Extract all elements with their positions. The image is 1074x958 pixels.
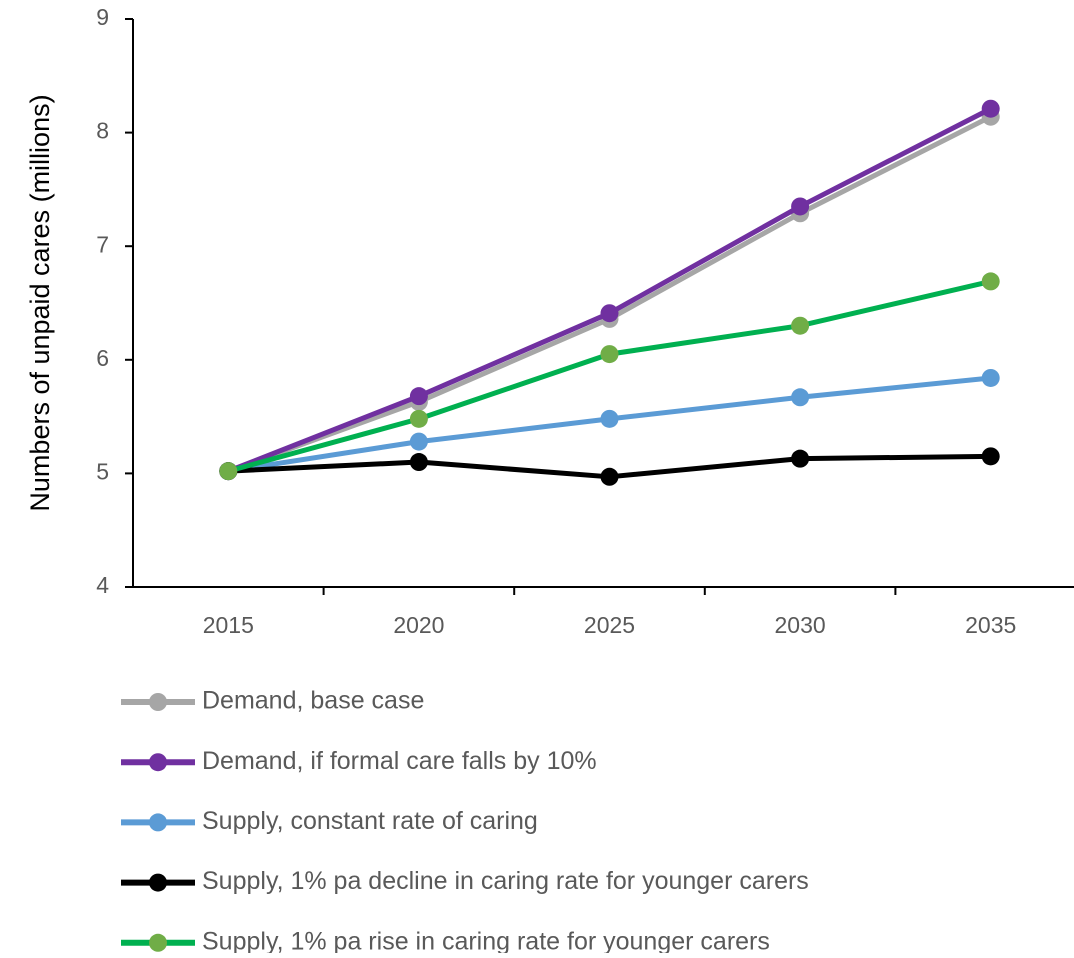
x-tick-label: 2020: [393, 612, 444, 638]
y-tick-label: 9: [96, 4, 109, 30]
legend-label: Supply, 1% pa rise in caring rate for yo…: [202, 927, 770, 953]
x-tick-label: 2030: [775, 612, 826, 638]
legend-marker: [149, 753, 167, 772]
legend-marker: [149, 873, 167, 892]
data-point: [409, 453, 428, 472]
data-point: [409, 409, 428, 428]
data-point: [981, 368, 1000, 387]
data-point: [791, 449, 810, 468]
data-point: [791, 388, 810, 407]
y-tick-label: 8: [96, 118, 109, 144]
y-tick-label: 6: [96, 345, 109, 371]
data-point: [219, 462, 238, 481]
y-tick-label: 5: [96, 458, 109, 484]
data-point: [600, 409, 619, 428]
legend-marker: [149, 813, 167, 832]
data-point: [791, 316, 810, 335]
legend-label: Demand, base case: [202, 687, 424, 715]
y-tick-label: 7: [96, 231, 109, 257]
data-point: [981, 99, 1000, 118]
data-point: [409, 432, 428, 451]
y-tick-label: 4: [96, 572, 109, 598]
x-tick-label: 2035: [965, 612, 1016, 638]
data-point: [791, 197, 810, 216]
data-point: [600, 345, 619, 364]
legend-marker: [149, 933, 167, 952]
y-axis-label: Numbers of unpaid cares (millions): [25, 94, 55, 511]
legend-label: Demand, if formal care falls by 10%: [202, 747, 597, 775]
data-point: [981, 447, 1000, 466]
data-point: [600, 304, 619, 323]
legend-label: Supply, constant rate of caring: [202, 807, 538, 835]
legend-marker: [149, 693, 167, 711]
data-point: [600, 467, 619, 486]
data-point: [409, 387, 428, 406]
x-tick-label: 2015: [203, 612, 254, 638]
x-tick-label: 2025: [584, 612, 635, 638]
legend-label: Supply, 1% pa decline in caring rate for…: [202, 867, 809, 895]
data-point: [981, 272, 1000, 291]
